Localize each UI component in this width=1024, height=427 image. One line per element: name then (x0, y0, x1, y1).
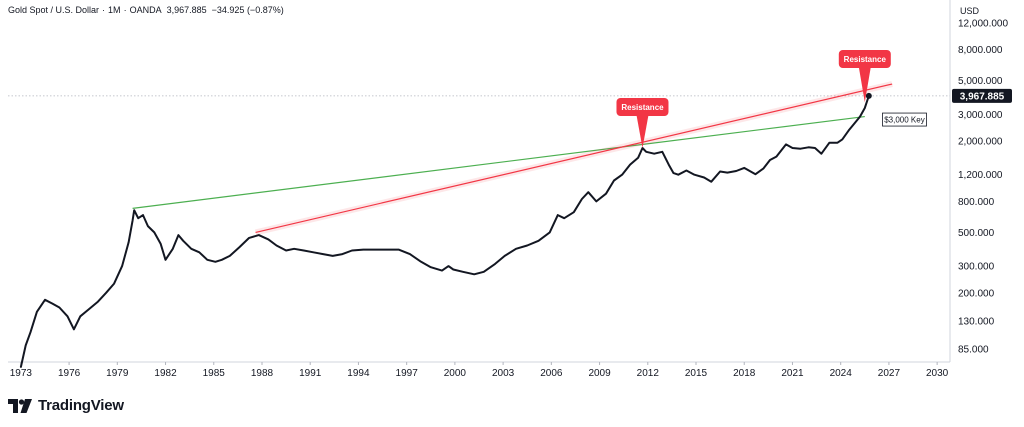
callout-box (838, 50, 891, 68)
y-tick-label: 130.000 (958, 317, 995, 328)
last-price-marker (865, 92, 872, 99)
callout-label: Resistance (621, 103, 664, 112)
y-tick-label: 200.000 (958, 288, 995, 299)
callout-pointer (858, 67, 871, 103)
y-tick-label: 300.000 (958, 262, 995, 273)
y-tick-label: 8,000.000 (958, 45, 1003, 56)
callout-pointer (636, 115, 649, 148)
x-tick-label: 1973 (10, 368, 33, 379)
y-tick-label: 500.000 (958, 228, 995, 239)
x-tick-label: 2027 (878, 368, 901, 379)
callout-label: Resistance (844, 55, 887, 64)
x-tick-label: 2024 (830, 368, 853, 379)
y-tick-label: 3,000.000 (958, 110, 1003, 121)
last-price-tag-bg (952, 88, 1012, 103)
currency-label[interactable]: USD (960, 6, 980, 16)
x-tick-label: 2018 (733, 368, 756, 379)
x-tick-label: 1997 (396, 368, 419, 379)
y-tick-label: 2,000.000 (958, 137, 1003, 148)
symbol-name: Gold Spot / U.S. Dollar (8, 5, 100, 15)
y-tick-label: 85.000 (958, 345, 989, 356)
x-tick-label: 1982 (154, 368, 177, 379)
last-price-tag-label: 3,967.885 (960, 91, 1005, 102)
y-tick-label: 12,000.000 (958, 18, 1008, 29)
x-tick-label: 1994 (347, 368, 370, 379)
x-tick-label: 2012 (637, 368, 660, 379)
y-tick-label: 1,200.000 (958, 170, 1003, 181)
resistance-trendline (255, 83, 893, 234)
symbol-legend[interactable]: Gold Spot / U.S. Dollar · 1M · OANDA 3,967.8… (8, 5, 284, 15)
key-level-box (882, 112, 927, 127)
x-tick-label: 2009 (588, 368, 611, 379)
x-tick-label: 1988 (251, 368, 274, 379)
x-tick-label: 2021 (781, 368, 804, 379)
x-tick-label: 2003 (492, 368, 515, 379)
x-tick-label: 1976 (58, 368, 81, 379)
support-trendline (132, 115, 865, 209)
x-tick-label: 2000 (444, 368, 467, 379)
price-change-value: −34.925 (−0.87%) (211, 5, 284, 15)
y-tick-label: 800.000 (958, 197, 995, 208)
tradingview-logo-icon (8, 398, 32, 413)
x-tick-label: 1985 (203, 368, 226, 379)
x-tick-label: 2006 (540, 368, 563, 379)
last-price-tag: 3,967.885 (952, 88, 1012, 103)
x-tick-label: 2030 (926, 368, 949, 379)
x-tick-label: 1991 (299, 368, 322, 379)
callout-box (616, 98, 669, 116)
last-price-value: 3,967.885 (166, 5, 207, 15)
key-level-label: $3,000 Key (884, 116, 924, 125)
price-series-line (19, 94, 870, 368)
x-tick-label: 1979 (106, 368, 129, 379)
resistance-callout: Resistance (838, 50, 891, 103)
tradingview-brand[interactable]: TradingView (8, 397, 124, 414)
x-tick-label: 2015 (685, 368, 708, 379)
interval-label: 1M (108, 5, 121, 15)
resistance-callout: Resistance (616, 98, 669, 148)
y-tick-label: 5,000.000 (958, 76, 1003, 87)
exchange-label: OANDA (129, 5, 162, 15)
brand-name: TradingView (38, 397, 124, 414)
price-chart[interactable]: 12,000.000 8,000.000 5,000.000 3,000.000 2,0… (0, 0, 1024, 390)
